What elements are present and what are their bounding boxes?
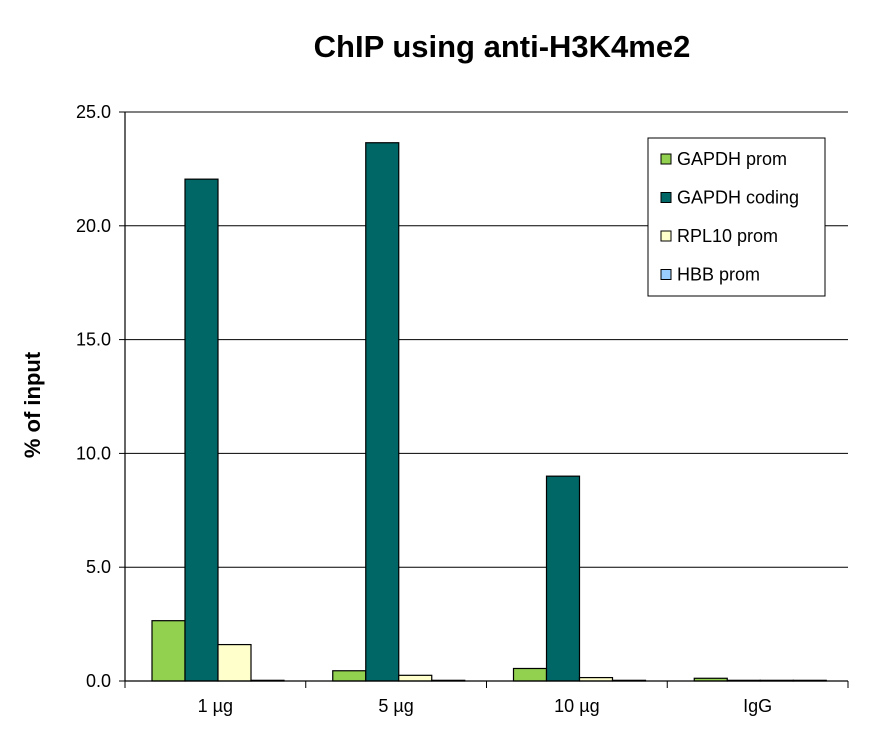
y-tick-labels: 0.0 5.0 10.0 15.0 20.0 25.0 bbox=[76, 102, 125, 691]
legend-entry: HBB prom bbox=[677, 265, 760, 285]
y-tick-label: 5.0 bbox=[86, 557, 111, 577]
legend: GAPDH prom GAPDH coding RPL10 prom HBB prom bbox=[647, 137, 826, 297]
y-tick-label: 15.0 bbox=[76, 330, 111, 350]
bar bbox=[398, 674, 433, 682]
legend-swatch bbox=[660, 230, 672, 242]
y-tick-label: 10.0 bbox=[76, 443, 111, 463]
bar bbox=[545, 475, 581, 682]
x-tick-labels: 1 µg 5 µg 10 µg IgG bbox=[198, 696, 772, 716]
bars bbox=[151, 142, 827, 682]
y-tick-label: 20.0 bbox=[76, 216, 111, 236]
x-tick-label: 10 µg bbox=[554, 696, 599, 716]
legend-swatch bbox=[660, 192, 672, 203]
y-tick-label: 25.0 bbox=[76, 102, 111, 122]
y-axis-label: % of input bbox=[20, 351, 45, 458]
legend-entry: GAPDH prom bbox=[677, 149, 787, 169]
legend-entry: GAPDH coding bbox=[677, 188, 799, 208]
legend-swatch bbox=[660, 153, 672, 165]
chart-title: ChIP using anti-H3K4me2 bbox=[314, 29, 691, 64]
bar bbox=[217, 643, 252, 682]
bar bbox=[365, 142, 400, 682]
axes bbox=[124, 112, 849, 688]
bar bbox=[512, 667, 548, 682]
bar bbox=[332, 670, 367, 682]
legend-swatch bbox=[660, 269, 672, 280]
y-tick-label: 0.0 bbox=[86, 671, 111, 691]
x-tick-label: IgG bbox=[743, 696, 772, 716]
x-tick-label: 5 µg bbox=[378, 696, 413, 716]
legend-box bbox=[647, 137, 826, 297]
bar bbox=[184, 178, 219, 682]
legend-entry: RPL10 prom bbox=[677, 226, 778, 246]
bar bbox=[151, 620, 186, 682]
x-tick-label: 1 µg bbox=[198, 696, 233, 716]
